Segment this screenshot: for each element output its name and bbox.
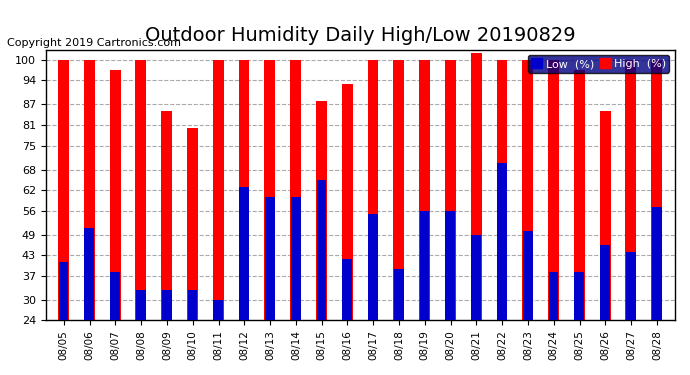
Bar bbox=[161, 290, 172, 375]
Bar bbox=[420, 211, 429, 375]
Bar bbox=[187, 128, 198, 375]
Bar bbox=[522, 60, 533, 375]
Bar bbox=[290, 197, 301, 375]
Bar bbox=[239, 187, 249, 375]
Bar bbox=[445, 60, 456, 375]
Bar bbox=[265, 197, 275, 375]
Bar bbox=[497, 163, 507, 375]
Bar bbox=[574, 272, 584, 375]
Bar bbox=[471, 235, 481, 375]
Bar bbox=[84, 60, 95, 375]
Bar bbox=[264, 60, 275, 375]
Bar bbox=[626, 252, 635, 375]
Bar bbox=[135, 60, 146, 375]
Bar bbox=[110, 272, 120, 375]
Bar bbox=[549, 272, 558, 375]
Bar bbox=[213, 60, 224, 375]
Bar bbox=[600, 111, 611, 375]
Title: Outdoor Humidity Daily High/Low 20190829: Outdoor Humidity Daily High/Low 20190829 bbox=[145, 26, 575, 45]
Bar bbox=[342, 84, 353, 375]
Bar bbox=[342, 259, 352, 375]
Bar bbox=[394, 269, 404, 375]
Bar bbox=[651, 60, 662, 375]
Bar bbox=[188, 290, 197, 375]
Bar bbox=[59, 262, 68, 375]
Bar bbox=[393, 60, 404, 375]
Bar bbox=[290, 60, 301, 375]
Bar bbox=[110, 70, 121, 375]
Bar bbox=[471, 53, 482, 375]
Bar bbox=[213, 300, 223, 375]
Bar bbox=[239, 60, 250, 375]
Bar bbox=[548, 60, 559, 375]
Bar bbox=[625, 60, 636, 375]
Bar bbox=[161, 111, 172, 375]
Bar bbox=[316, 101, 327, 375]
Bar bbox=[317, 180, 326, 375]
Bar bbox=[368, 60, 378, 375]
Bar bbox=[497, 60, 507, 375]
Legend: Low  (%), High  (%): Low (%), High (%) bbox=[528, 55, 669, 73]
Bar bbox=[136, 290, 146, 375]
Bar bbox=[419, 60, 430, 375]
Bar bbox=[600, 245, 610, 375]
Bar bbox=[58, 60, 69, 375]
Bar bbox=[574, 70, 584, 375]
Bar bbox=[446, 211, 455, 375]
Bar bbox=[652, 207, 662, 375]
Bar bbox=[84, 228, 95, 375]
Text: Copyright 2019 Cartronics.com: Copyright 2019 Cartronics.com bbox=[7, 38, 181, 48]
Bar bbox=[368, 214, 378, 375]
Bar bbox=[523, 231, 533, 375]
